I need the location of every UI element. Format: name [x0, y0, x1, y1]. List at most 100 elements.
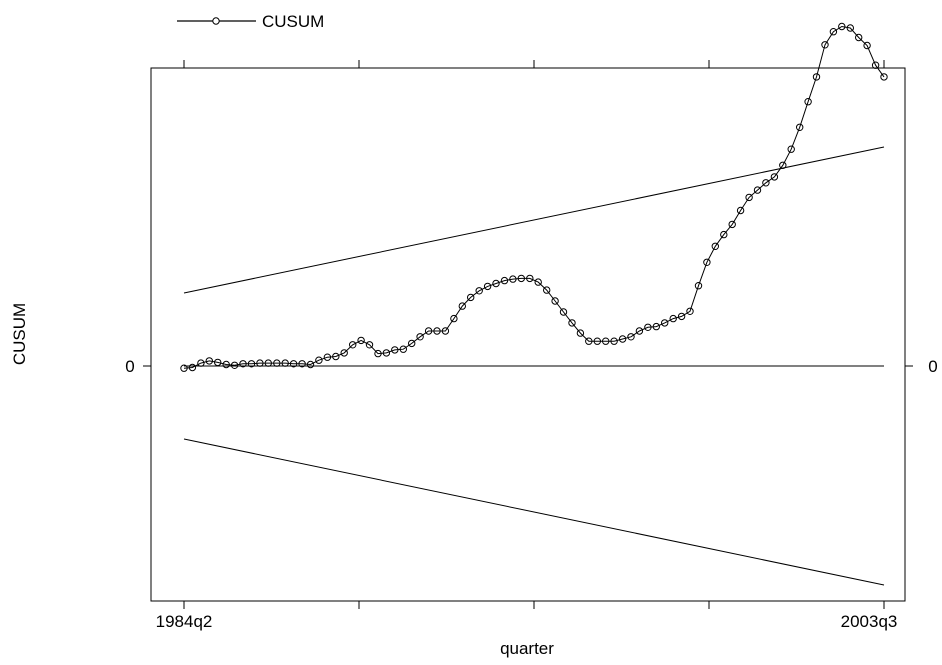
cusum-point [239, 360, 247, 368]
legend-label: CUSUM [262, 12, 324, 31]
upper-bound-line [183, 146, 885, 294]
cusum-point [644, 323, 652, 331]
cusum-point [686, 307, 694, 315]
cusum-point [298, 360, 306, 368]
cusum-point [315, 356, 323, 364]
cusum-point [635, 327, 644, 335]
cusum-point [576, 329, 585, 337]
cusum-point [593, 337, 601, 345]
x-axis-title: quarter [500, 639, 554, 658]
cusum-point [677, 312, 686, 321]
cusum-point [871, 61, 880, 69]
cusum-point [281, 359, 289, 367]
cusum-point [652, 322, 660, 331]
legend-marker [212, 17, 220, 25]
cusum-point [450, 314, 458, 323]
cusum-point [458, 302, 466, 310]
cusum-point [568, 319, 576, 327]
cusum-point [812, 73, 821, 81]
cusum-point [180, 364, 188, 372]
cusum-point [306, 360, 315, 369]
cusum-point [441, 327, 450, 335]
cusum-point [509, 275, 517, 283]
cusum-point [264, 359, 272, 367]
series-cusum [180, 22, 888, 372]
cusum-point [323, 353, 332, 361]
cusum-point [720, 230, 728, 239]
cusum-point [230, 361, 239, 369]
cusum-point [770, 173, 779, 181]
cusum-point [416, 333, 424, 341]
cusum-point [433, 327, 441, 335]
cusum-point [534, 278, 542, 286]
cusum-point [796, 123, 804, 132]
reference-lines [183, 146, 885, 586]
cusum-point [382, 349, 391, 357]
cusum-point [559, 308, 568, 316]
x-tick-label: 1984q2 [156, 612, 213, 631]
cusum-point [349, 341, 357, 349]
cusum-point [821, 41, 829, 49]
cusum-point [374, 349, 382, 358]
cusum-point [500, 276, 509, 285]
x-axis-ticks [183, 60, 885, 609]
y-axis-title: CUSUM [10, 303, 29, 365]
cusum-point [365, 341, 374, 349]
cusum-point [340, 349, 348, 357]
cusum-point [838, 22, 846, 31]
plot-frame [150, 67, 906, 602]
cusum-point [222, 360, 230, 369]
cusum-point [610, 337, 618, 345]
cusum-point [627, 333, 635, 341]
cusum-point [357, 336, 365, 345]
cusum-point [711, 242, 719, 251]
cusum-point [543, 286, 551, 294]
y-tick-label-left: 0 [125, 357, 134, 376]
cusum-point [424, 327, 433, 335]
cusum-point [762, 179, 770, 187]
cusum-point [585, 337, 593, 345]
cusum-point [197, 359, 205, 367]
legend: CUSUM [177, 12, 324, 31]
cusum-point [205, 357, 214, 365]
cusum-point [475, 287, 483, 295]
cusum-point [602, 337, 610, 345]
cusum-point [728, 220, 736, 229]
cusum-point [787, 145, 795, 153]
cusum-point [618, 335, 627, 343]
x-tick-label: 2003q3 [841, 612, 898, 631]
cusum-point [846, 24, 854, 32]
cusum-point [703, 258, 711, 266]
cusum-point [391, 346, 399, 354]
cusum-point [467, 293, 475, 302]
cusum-point [551, 297, 559, 305]
cusum-point [517, 274, 525, 283]
cusum-point [214, 358, 222, 367]
cusum-point [661, 319, 669, 327]
cusum-line [183, 25, 885, 369]
cusum-point [188, 363, 197, 372]
cusum-point [408, 339, 416, 348]
cusum-point [399, 345, 407, 353]
cusum-point [863, 41, 871, 50]
cusum-point [483, 282, 492, 291]
cusum-point [753, 186, 762, 194]
y-tick-label-right: 0 [928, 357, 937, 376]
cusum-point [745, 193, 753, 202]
cusum-point [804, 98, 812, 106]
cusum-point [736, 206, 745, 215]
cusum-point [332, 352, 340, 361]
cusum-point [289, 360, 298, 368]
cusum-point [779, 161, 787, 170]
cusum-point [855, 33, 863, 42]
cusum-point [880, 73, 888, 81]
cusum-point [256, 359, 264, 367]
cusum-point [273, 359, 281, 367]
cusum-point [247, 360, 256, 368]
cusum-point [492, 279, 500, 288]
cusum-point [829, 28, 838, 36]
cusum-point [526, 274, 534, 283]
cusum-point [669, 314, 677, 323]
